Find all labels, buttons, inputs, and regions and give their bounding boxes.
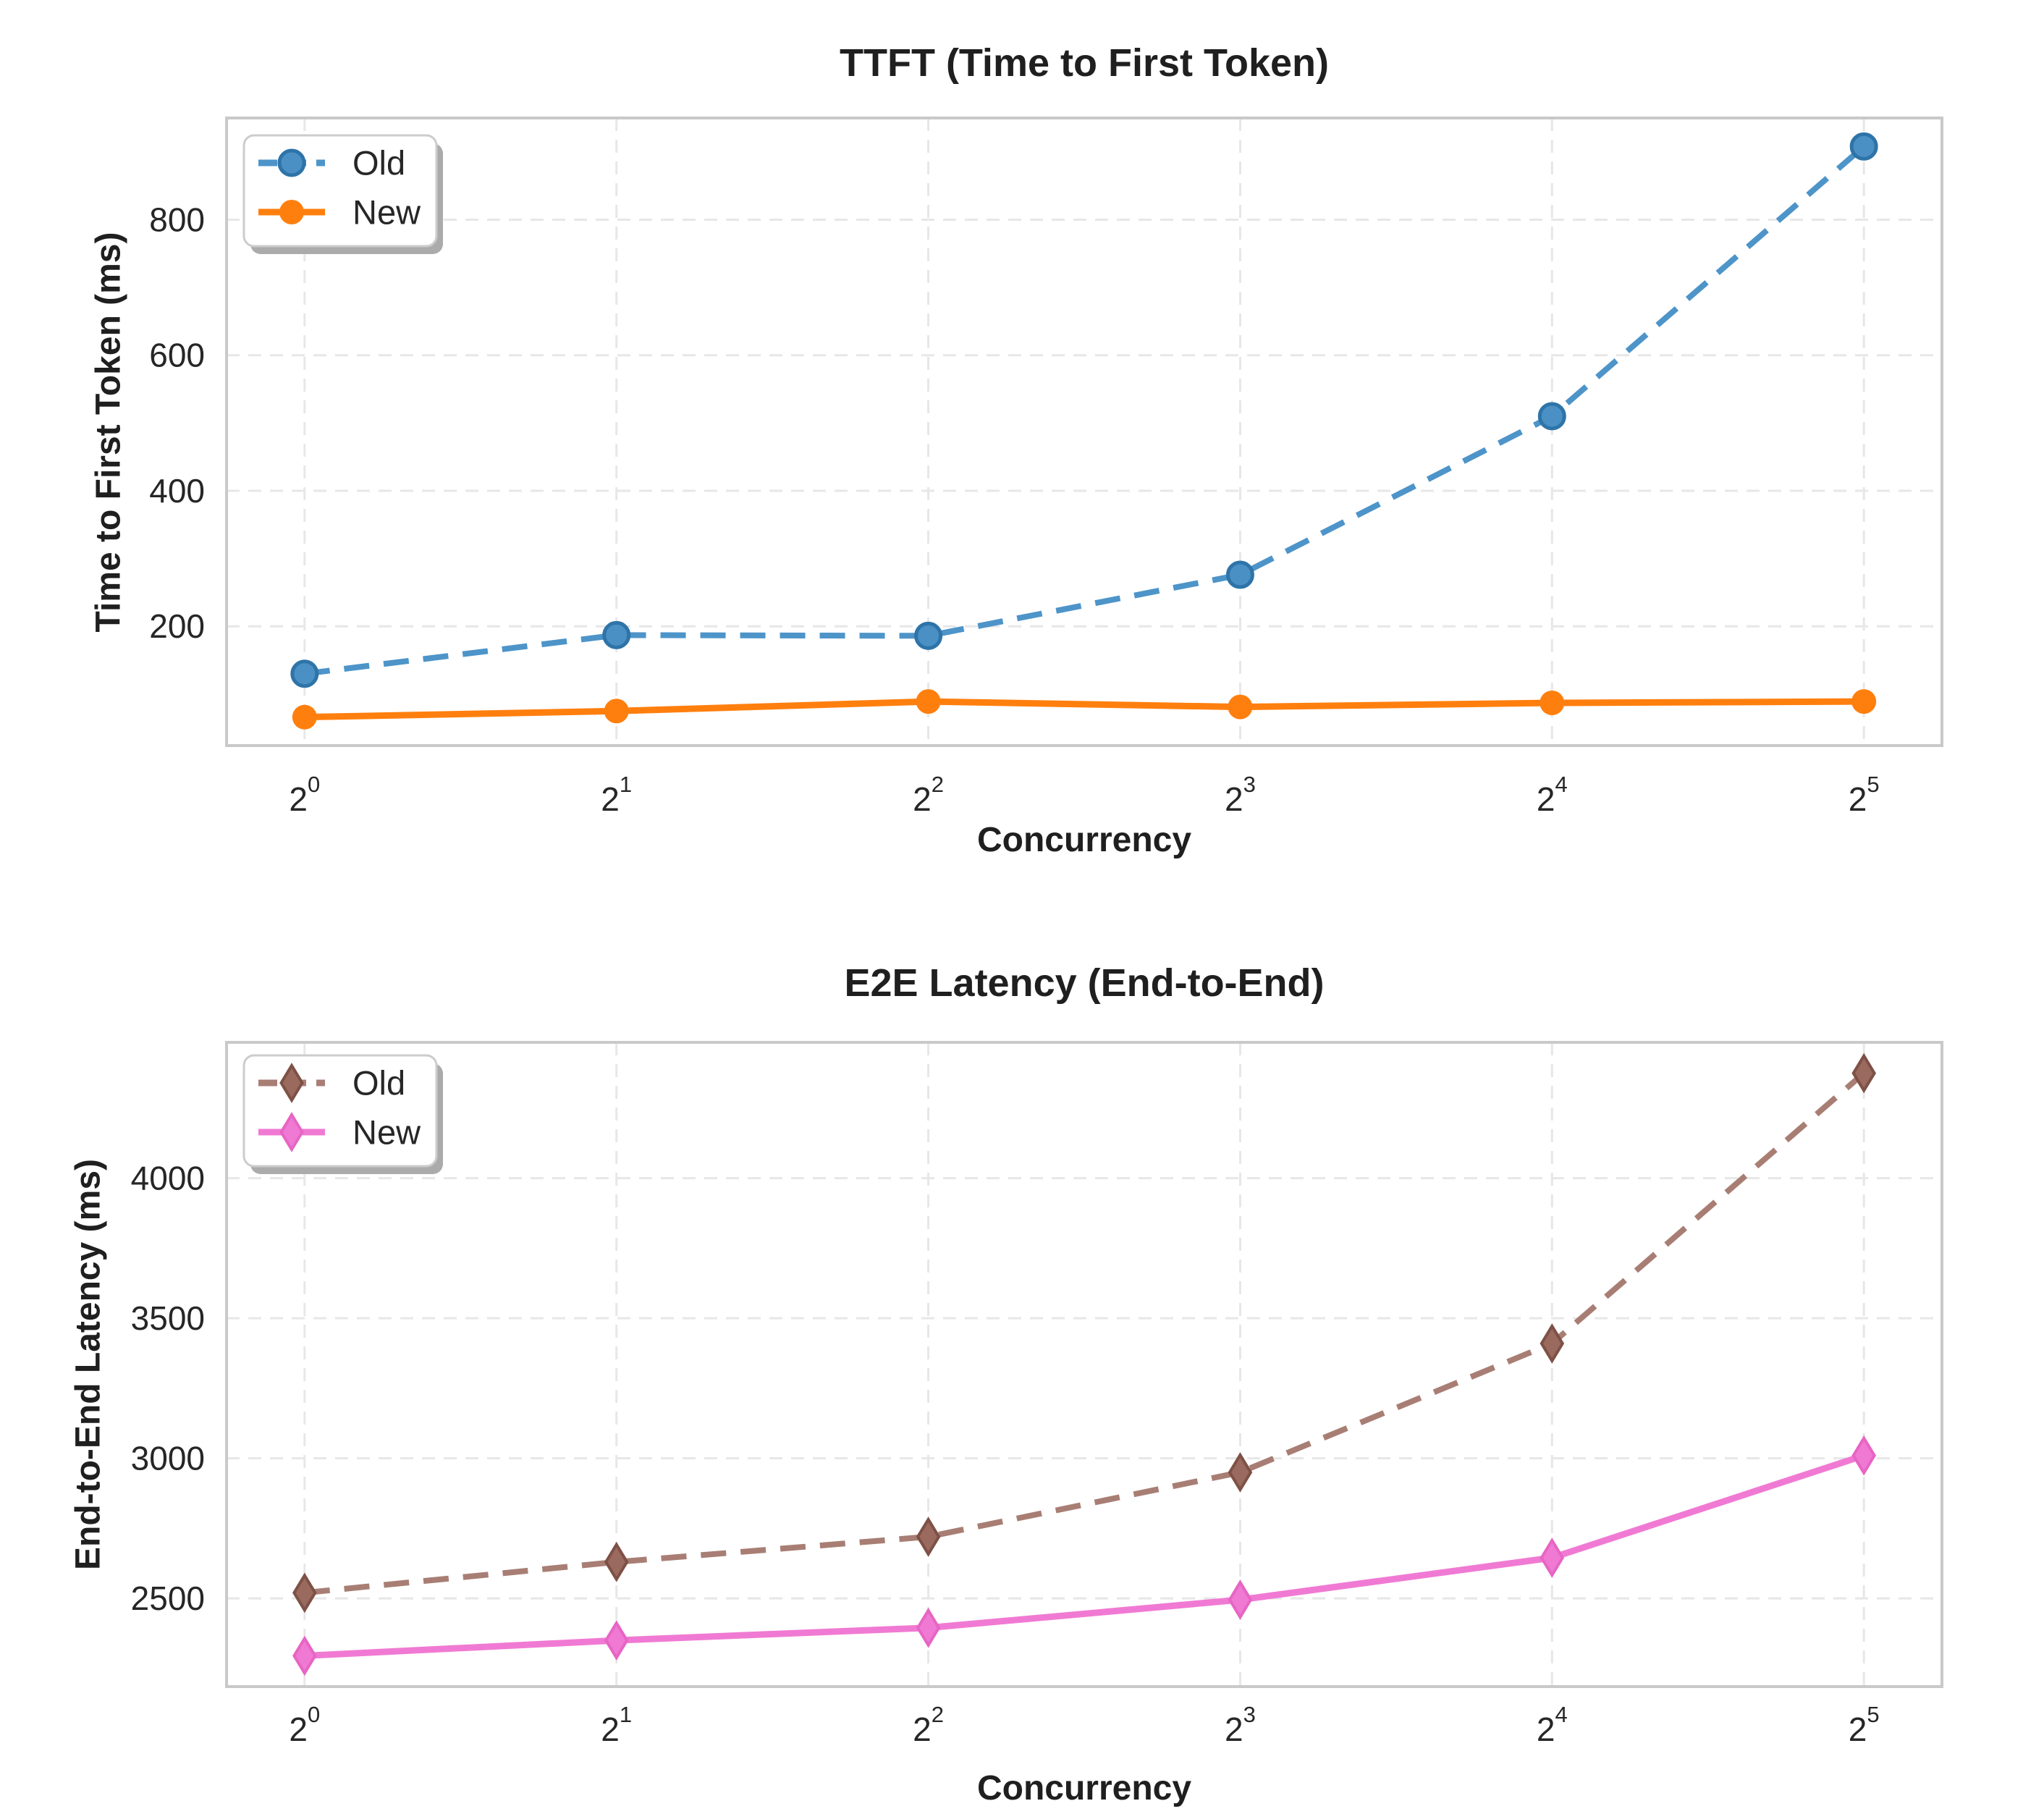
series-old-marker-1: [604, 1541, 629, 1582]
legend-old-marker: [277, 148, 306, 177]
series-old-marker-3: [1225, 560, 1254, 589]
legend: Old New: [242, 134, 443, 254]
y-tick-label-800: 800: [149, 201, 205, 238]
series-new-marker-1: [604, 1620, 629, 1661]
series-old-marker-5: [1851, 1052, 1877, 1094]
series-old-marker-0: [290, 659, 319, 688]
x-tick-label-2^1: 21: [601, 1702, 632, 1748]
series-new-marker-3: [1228, 694, 1253, 720]
series-old-marker-0: [292, 1572, 317, 1613]
e2e-latency-chart: E2E Latency (End-to-End) End-to-End Late…: [0, 907, 2044, 1814]
legend-entry-old: Old: [258, 144, 405, 182]
legend-entry-new: New: [258, 1112, 421, 1152]
ttft-chart: TTFT (Time to First Token) Time to First…: [90, 41, 1943, 859]
legend-new-marker: [279, 200, 304, 224]
x-tick-label-2^0: 20: [289, 1702, 320, 1748]
e2e-chart-title: E2E Latency (End-to-End): [844, 961, 1325, 1005]
x-tick-label-2^1: 21: [601, 772, 632, 818]
series-new-line: [304, 698, 1864, 721]
legend-entry-new: New: [258, 193, 421, 232]
series-old-marker-4: [1537, 402, 1566, 431]
series-new-marker-3: [1228, 1579, 1253, 1620]
y-tick-label-600: 600: [149, 337, 205, 374]
legend-new-marker: [279, 1112, 304, 1152]
x-tick-label-2^4: 24: [1537, 772, 1568, 818]
series-new-line: [304, 1452, 1865, 1659]
ttft-chart-title: TTFT (Time to First Token): [840, 41, 1329, 85]
series-old-marker-5: [1849, 132, 1878, 161]
series-new-marker-0: [292, 704, 317, 730]
plot-border: [225, 1041, 1943, 1688]
y-tick-label-400: 400: [149, 472, 205, 510]
series-old-line: [304, 1071, 1866, 1596]
series-new-marker-4: [1540, 691, 1565, 716]
x-tick-label-2^2: 22: [913, 772, 944, 818]
legend-entry-old: Old: [258, 1063, 405, 1103]
series-new-marker-1: [604, 699, 629, 724]
ttft-plot: 200 400 600 800 20 21 22 23 24 25 Old New: [149, 117, 1943, 818]
series-old-marker-1: [602, 620, 631, 649]
series-new-marker-0: [292, 1635, 317, 1676]
x-tick-label-2^3: 23: [1225, 1702, 1256, 1748]
e2e-plot: 2500 3000 3500 4000 20 21 22 23 24 25 Old New: [131, 1041, 1943, 1748]
plot-border: [225, 117, 1943, 747]
series-old-marker-2: [914, 621, 943, 650]
series-new-marker-5: [1851, 1435, 1877, 1476]
ttft-x-axis-label: Concurrency: [976, 821, 1192, 859]
x-tick-label-2^3: 23: [1225, 772, 1256, 818]
legend-old-label: Old: [352, 144, 405, 182]
series-old-marker-4: [1540, 1323, 1565, 1364]
legend-new-label: New: [352, 193, 421, 232]
y-tick-label-4000: 4000: [131, 1160, 205, 1197]
legend-new-label: New: [352, 1113, 421, 1152]
series-old-marker-3: [1228, 1452, 1253, 1493]
e2e-x-axis-label: Concurrency: [976, 1769, 1192, 1807]
legend-old-label: Old: [352, 1064, 405, 1102]
x-tick-label-2^0: 20: [289, 772, 320, 818]
series-old-marker-2: [916, 1516, 941, 1557]
y-tick-label-3500: 3500: [131, 1299, 205, 1337]
series-new-marker-2: [916, 1607, 941, 1648]
series-new-marker-5: [1851, 689, 1877, 714]
y-tick-label-3000: 3000: [131, 1440, 205, 1477]
x-tick-label-2^5: 25: [1849, 1702, 1880, 1748]
series-new-marker-2: [916, 689, 941, 714]
x-tick-label-2^5: 25: [1849, 772, 1880, 818]
y-tick-label-2500: 2500: [131, 1579, 205, 1617]
y-tick-label-200: 200: [149, 607, 205, 645]
x-tick-label-2^2: 22: [913, 1702, 944, 1748]
legend-old-marker: [279, 1063, 304, 1103]
x-tick-label-2^4: 24: [1537, 1702, 1568, 1748]
series-new-marker-4: [1540, 1537, 1565, 1578]
series-old-line: [304, 144, 1866, 677]
legend: Old New: [242, 1054, 443, 1174]
